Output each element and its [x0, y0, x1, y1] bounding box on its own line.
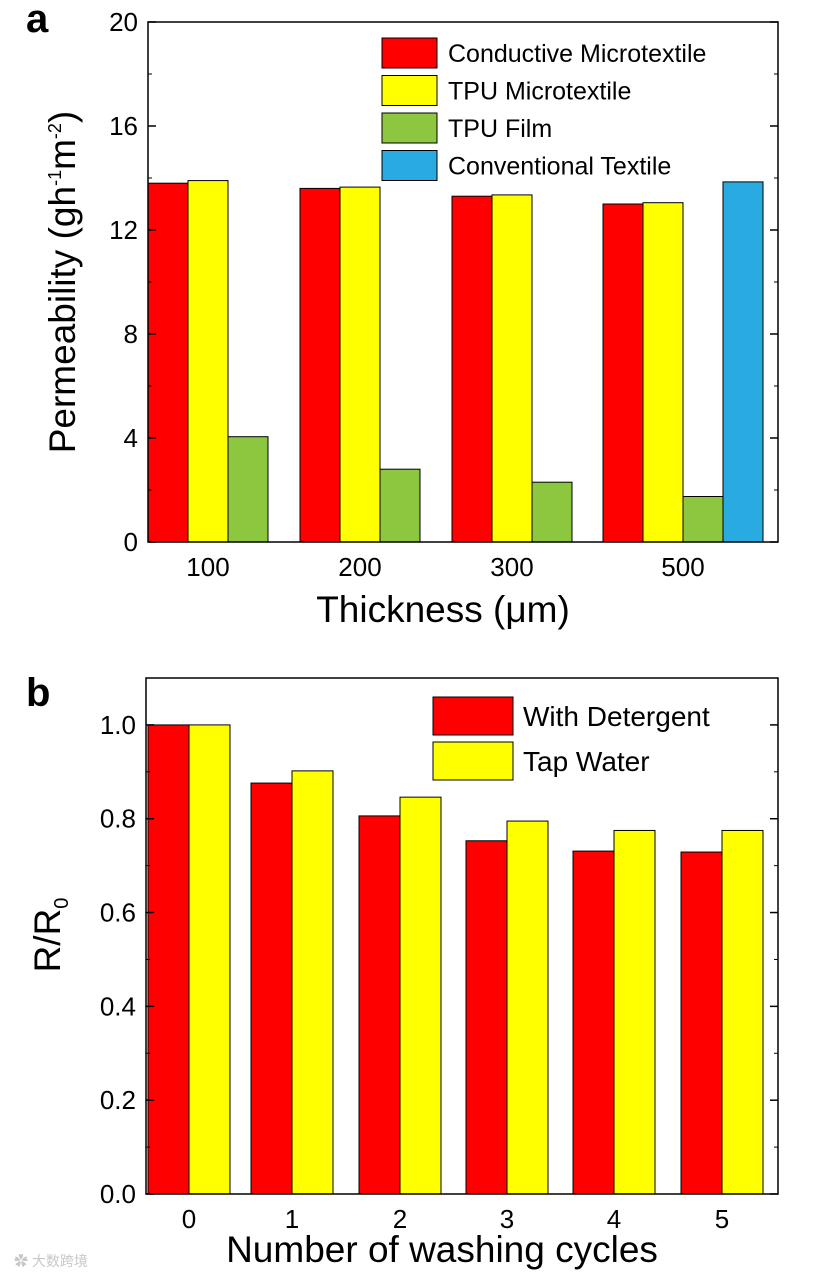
x-tick-label: 500: [661, 552, 704, 582]
bar-tpu-film-300: [531, 481, 573, 543]
y-axis-label-sup: -2: [45, 123, 65, 139]
y-tick-label: 16: [109, 111, 138, 141]
legend-label: Conductive Microtextile: [448, 40, 706, 68]
x-tick-label: 200: [338, 552, 381, 582]
x-tick-label: 300: [490, 552, 533, 582]
y-tick-label: 0.8: [100, 804, 136, 834]
bar-conductive-microtextile-300: [451, 195, 493, 543]
bar-tap-water-5: [721, 829, 764, 1195]
y-axis-label-text: m: [42, 139, 83, 170]
x-axis-label: Number of washing cycles: [226, 1229, 658, 1270]
legend-label: Conventional Textile: [448, 153, 671, 181]
y-tick-label: 0: [124, 527, 138, 557]
y-axis-label-text: ): [42, 111, 83, 123]
legend-label: With Detergent: [523, 701, 710, 732]
x-tick-label: 2: [393, 1204, 407, 1234]
plot-frame: [145, 677, 779, 1195]
bar-tpu-film-200: [379, 468, 421, 543]
bar-with-detergent-3: [465, 840, 508, 1195]
y-tick-label: 0.2: [100, 1085, 136, 1115]
watermark: ✿ 大数跨境: [14, 1253, 88, 1269]
y-tick-label: 0.4: [100, 991, 136, 1021]
chart-panel-a: a 100 200 300 500 0 4 8 12 16 20 Thickness (μm) Perm…: [26, 0, 779, 630]
bar-with-detergent-5: [680, 851, 723, 1195]
bar-conductive-microtextile-100: [147, 182, 189, 543]
legend-swatch: [381, 37, 438, 69]
y-tick-label: 20: [109, 7, 138, 37]
y-tick-label: 12: [109, 215, 138, 245]
y-axis-label-text: R/R: [27, 909, 68, 973]
x-tick-label: 4: [607, 1204, 621, 1234]
bar-conductive-microtextile-500: [602, 203, 644, 543]
bar-with-detergent-2: [358, 815, 401, 1195]
x-tick-label: 1: [285, 1204, 299, 1234]
bar-tpu-microtextile-500: [642, 202, 684, 543]
legend-label: TPU Microtextile: [448, 78, 631, 106]
legend: With Detergent Tap Water: [432, 696, 710, 781]
y-tick-label: 4: [124, 423, 138, 453]
bar-tpu-microtextile-100: [187, 180, 229, 543]
bar-tap-water-1: [291, 770, 334, 1195]
bar-tap-water-0: [188, 724, 231, 1195]
y-axis-label-sub: 0: [51, 898, 73, 909]
panel-label: a: [26, 0, 49, 41]
y-tick-label: 1.0: [100, 710, 136, 740]
x-tick-label: 0: [182, 1204, 196, 1234]
bar-with-detergent-4: [572, 850, 615, 1195]
x-tick-label: 5: [715, 1204, 729, 1234]
bar-tpu-microtextile-200: [339, 186, 381, 543]
panel-label: b: [26, 671, 50, 715]
legend-swatch: [381, 75, 438, 106]
legend-swatch: [432, 741, 514, 781]
y-axis-label: Permeability (gh-1m-2): [42, 111, 83, 454]
legend-swatch: [381, 150, 438, 181]
y-axis-label: R/R0: [27, 898, 73, 973]
x-axis-label: Thickness (μm): [316, 589, 570, 630]
bar-tpu-film-100: [227, 436, 269, 543]
legend-label: TPU Film: [448, 115, 552, 143]
bar-tap-water-3: [506, 820, 549, 1195]
legend-label: Tap Water: [523, 746, 650, 777]
y-axis-label-sup: -1: [45, 170, 65, 186]
bar-conductive-microtextile-200: [299, 187, 341, 543]
bar-with-detergent-1: [250, 782, 293, 1195]
y-tick-label: 8: [124, 319, 138, 349]
bar-tap-water-2: [399, 796, 442, 1195]
legend-swatch: [432, 696, 514, 736]
bar-tap-water-4: [613, 829, 656, 1195]
bar-tpu-microtextile-300: [491, 194, 533, 543]
y-axis-label-text: Permeability (gh: [42, 186, 83, 453]
legend-swatch: [381, 112, 438, 144]
bar-with-detergent-0: [147, 724, 190, 1195]
y-tick-label: 0.0: [100, 1179, 136, 1209]
y-tick-label: 0.6: [100, 898, 136, 928]
x-tick-label: 100: [186, 552, 229, 582]
chart-panel-b: b 0 1 2 3 4 5 0.0 0.2 0.4 0.6 0.8 1.0 Number of washi…: [26, 671, 779, 1270]
bar-conventional-textile-500: [722, 181, 764, 543]
bar-tpu-film-500: [682, 496, 724, 543]
legend: Conductive Microtextile TPU Microtextile T…: [381, 37, 706, 181]
x-tick-label: 3: [500, 1204, 514, 1234]
